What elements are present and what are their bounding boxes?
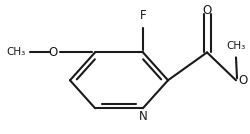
Text: O: O (202, 4, 211, 17)
Text: CH₃: CH₃ (226, 41, 246, 51)
Text: CH₃: CH₃ (7, 47, 26, 57)
Text: O: O (49, 46, 58, 59)
Text: N: N (138, 110, 147, 123)
Text: O: O (238, 74, 247, 87)
Text: F: F (140, 9, 146, 22)
